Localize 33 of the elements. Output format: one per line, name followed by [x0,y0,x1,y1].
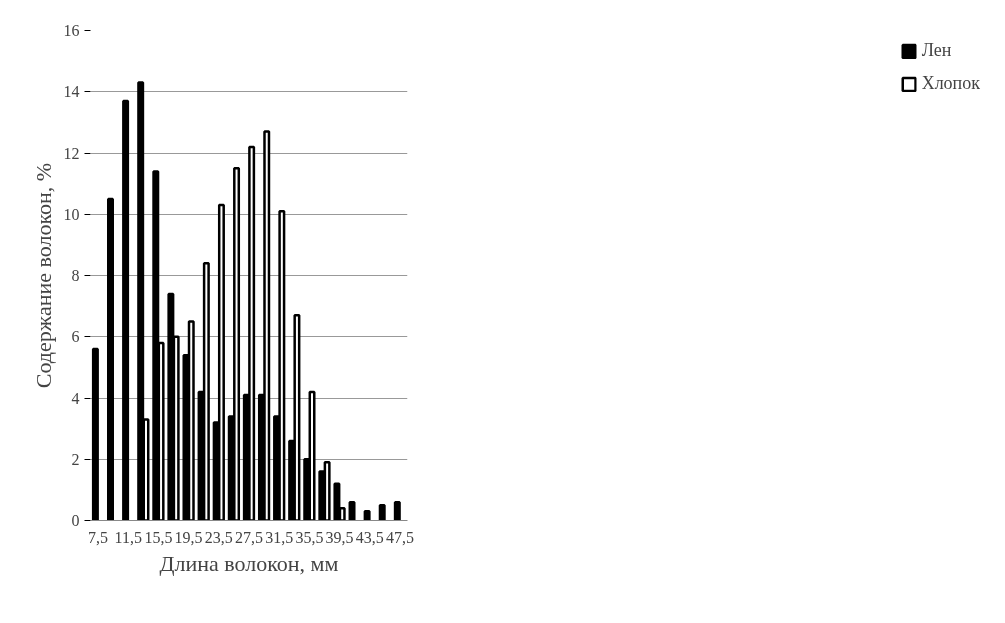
x-tick-label: 11,5 [114,528,142,546]
y-tick-label: 6 [71,328,80,346]
x-tick-label: 31,5 [265,528,294,546]
x-tick-label: 7,5 [88,528,109,546]
bar [363,510,371,521]
y-axis-title: Содержание волокон, % [30,162,56,389]
bar [137,81,145,521]
y-tick-label: 10 [63,205,80,223]
x-tick-label: 19,5 [174,528,203,546]
y-tick-label: 0 [71,512,80,529]
bar [202,262,210,521]
bar [393,500,401,521]
legend-label: Лен [921,40,952,61]
y-tick-label: 8 [71,267,80,284]
x-tick-label: 15,5 [144,528,173,546]
y-tick-label: 2 [71,450,80,468]
bar [378,503,386,521]
y-tick-label: 14 [63,83,80,101]
y-tick-label: 4 [71,389,80,407]
bar [107,197,114,521]
x-tick-label: 35,5 [295,528,324,546]
bar [348,500,356,521]
x-tick-label: 43,5 [355,528,384,546]
x-tick-label: 39,5 [325,528,354,546]
y-tick-label: 12 [63,144,80,162]
bar [122,99,130,521]
x-tick-label: 47,5 [385,528,414,546]
x-tick-label: 23,5 [204,528,233,546]
legend-label: Хлопок [921,73,980,94]
x-axis-title: Длина волокон, мм [159,550,339,576]
x-tick-label: 27,5 [235,528,263,546]
bar [217,203,225,521]
y-tick-label: 16 [63,22,80,39]
